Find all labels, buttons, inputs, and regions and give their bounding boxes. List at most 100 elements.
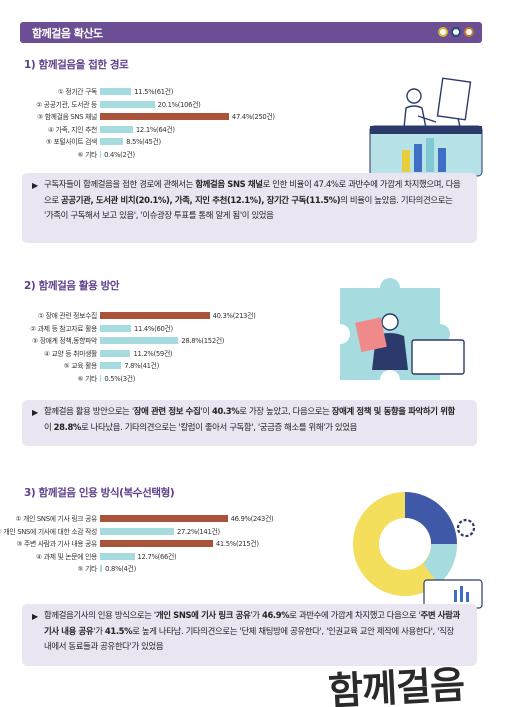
bar [100, 515, 228, 522]
bar-label: ③ 함께걸음 SNS 채널 [37, 113, 97, 121]
summary-text-run: 로 나타났음. 기타의견으로는 '칼럼이 좋아서 구독함', '궁금증 해소를 … [80, 421, 357, 432]
header-title: 함께걸음 확산도 [32, 27, 103, 40]
summary-text-run: 함께걸음 활용 방안으로는 ' [44, 406, 134, 416]
section-2-summary-text: 함께걸음 활용 방안으로는 '장애 관련 정보 수집'이 40.3%로 가장 높… [44, 404, 461, 435]
summary-emphasis: 개인 SNS에 기사 링크 공유 [155, 610, 251, 620]
bar-value-label: 0.4%(2건) [104, 150, 135, 159]
bar-row: ② 개인 SNS에 기사에 대한 소감 작성 27.2%(141건) [0, 526, 300, 538]
summary-emphasis: 공공기관, 도서관 비치(20.1%), 가족, 지인 추천(12.1%), 장… [61, 194, 341, 205]
triangle-bullet-icon: ▶ [32, 408, 38, 417]
bar-row: ⑤ 교육 활용 7.8%(41건) [0, 360, 300, 372]
section-1-title: 1) 함께걸음을 접한 경로 [24, 59, 129, 71]
bar-row: ① 장애 관련 정보수집 40.3%(213건) [0, 310, 300, 322]
bar [100, 150, 102, 158]
yellow-dot-icon [438, 27, 448, 37]
computer-user-illustration [369, 77, 483, 177]
bar-row: ③ 장애계 정책,동향파악 28.8%(152건) [0, 335, 300, 347]
summary-text-run: 로 과반수에 가깝게 차지했고 다음으로 ' [289, 610, 421, 620]
bar-row: ③ 주변 사람과 기사 내용 공유 41.5%(215건) [0, 538, 300, 550]
bar [100, 100, 155, 108]
bar-label: ⑤ 기타 [77, 565, 97, 573]
summary-text-run: 함께걸음기사의 인용 방식으로는 ' [44, 610, 156, 620]
bar-row: ⑤ 기타 0.8%(4건) [0, 563, 300, 575]
bar-value-label: 40.3%(213건) [212, 312, 256, 320]
bar-value-label: 0.8%(4건) [105, 565, 136, 573]
section-3-summary-text: 함께걸음기사의 인용 방식으로는 '개인 SNS에 기사 링크 공유'가 46.… [44, 608, 461, 655]
summary-emphasis: 장애 관련 정보 수집 [133, 406, 201, 416]
bar-value-label: 11.4%(60건) [134, 324, 173, 333]
bar [100, 324, 131, 332]
watermark-logo: 함께걸음 [327, 661, 466, 707]
bar-label: ④ 가족, 지인 추천 [48, 125, 97, 134]
summary-text-run: '가 [250, 610, 262, 620]
bar-value-label: 12.1%(64건) [135, 125, 175, 134]
summary-emphasis: 28.8% [53, 421, 82, 432]
bar-value-label: 47.4%(250건) [231, 113, 275, 121]
bar-row: ④ 과제 및 논문에 인용 12.7%(66건) [0, 551, 300, 563]
summary-emphasis: 주변 사람과 기사 내용 공유 [44, 610, 460, 636]
triangle-bullet-icon: ▶ [32, 612, 38, 621]
summary-emphasis: 41.5% [104, 625, 133, 636]
section-2-bar-chart: ① 장애 관련 정보수집 40.3%(213건) ② 과제 등 참고자료 활용 11.… [0, 310, 300, 388]
summary-emphasis: 46.9% [261, 610, 290, 620]
bar [100, 312, 210, 319]
bar-label: ⑥ 기타 [77, 374, 97, 383]
bar [100, 349, 131, 357]
summary-text-run: 로 인한 비율이 47.4%로 과반수에 가깝게 차지했으며, 다음으로 [44, 179, 461, 205]
bar-label: ⑥ 기타 [77, 150, 97, 159]
bar-value-label: 8.5%(45건) [126, 138, 161, 146]
bar-label: ② 개인 SNS에 기사에 대한 소감 작성 [0, 527, 97, 536]
bar [100, 88, 132, 95]
bar [100, 362, 122, 369]
bar-value-label: 41.5%(215건) [215, 540, 259, 548]
bar-value-label: 7.8%(41건) [124, 362, 159, 370]
summary-text-run: 로 높게 나타남. 기타의견으로는 '단체 채팅방에 공유한다', '인권교육 … [44, 625, 454, 652]
bar-value-label: 12.7%(66건) [137, 552, 177, 561]
triangle-bullet-icon: ▶ [32, 181, 38, 190]
section-header: 함께걸음 확산도 [20, 22, 482, 43]
donut-chart-illustration [353, 492, 483, 609]
section-2-summary: ▶ 함께걸음 활용 방안으로는 '장애 관련 정보 수집'이 40.3%로 가장… [22, 400, 477, 446]
puzzle-presenter-illustration [340, 278, 465, 380]
orange-dot-icon [464, 27, 474, 37]
bar-label: ① 장애 관련 정보수집 [38, 312, 97, 320]
summary-text-run: 의 비율이 높았음. 기타의견으로는 '가족이 구독해서 보고 있음', '이슈… [44, 194, 453, 221]
summary-emphasis: 함께걸음 SNS 채널 [195, 179, 263, 189]
summary-text-run: 구독자들이 함께걸음을 접한 경로에 관해서는 [44, 179, 196, 189]
bar [100, 113, 229, 120]
bar [100, 138, 124, 145]
bar-label: ⑤ 교육 활용 [63, 362, 98, 370]
bar-label: ⑤ 포털사이트 검색 [45, 138, 97, 146]
summary-text-run: 로 가장 높았고, 다음으로는 [239, 406, 332, 416]
bar-value-label: 20.1%(106건) [157, 100, 201, 109]
bar-row: ④ 교양 등 취미생활 11.2%(59건) [0, 348, 300, 360]
bar [100, 552, 135, 560]
section-3-summary: ▶ 함께걸음기사의 인용 방식으로는 '개인 SNS에 기사 링크 공유'가 4… [22, 604, 477, 666]
bar-label: ④ 교양 등 취미생활 [43, 349, 97, 358]
bar-value-label: 46.9%(243건) [230, 515, 274, 523]
summary-emphasis: 장애계 정책 및 동향을 파악하기 위함 [331, 406, 456, 416]
summary-text-run: 이 [44, 421, 54, 432]
summary-text-run: '이 [200, 406, 212, 416]
bar-row: ① 개인 SNS에 기사 링크 공유 46.9%(243건) [0, 513, 300, 525]
section-2-title: 2) 함께걸음 활용 방안 [24, 280, 120, 292]
bar-row: ④ 가족, 지인 추천 12.1%(64건) [0, 124, 300, 136]
bar-row: ② 공공기관, 도서관 등 20.1%(106건) [0, 99, 300, 111]
bar-label: ② 과제 등 참고자료 활용 [30, 324, 97, 333]
header-dots [438, 27, 474, 37]
bar-value-label: 0.5%(3건) [104, 374, 136, 383]
bar-row: ① 정기간 구독 11.5%(61건) [0, 86, 300, 98]
summary-emphasis: 40.3% [211, 406, 240, 416]
section-3-bar-chart: ① 개인 SNS에 기사 링크 공유 46.9%(243건) ② 개인 SNS에 기… [0, 513, 300, 579]
bar [100, 337, 179, 344]
bar-label: ④ 과제 및 논문에 인용 [36, 552, 97, 561]
bar [100, 374, 102, 382]
section-3-title: 3) 함께걸음 인용 방식(복수선택형) [24, 487, 175, 499]
bar-label: ① 정기간 구독 [57, 88, 98, 96]
bar [100, 125, 133, 133]
bar [100, 540, 213, 547]
summary-text-run: '가 [93, 625, 105, 636]
bar [100, 527, 174, 535]
bar-value-label: 27.2%(141건) [176, 527, 220, 536]
bar-value-label: 11.2%(59건) [133, 349, 173, 358]
